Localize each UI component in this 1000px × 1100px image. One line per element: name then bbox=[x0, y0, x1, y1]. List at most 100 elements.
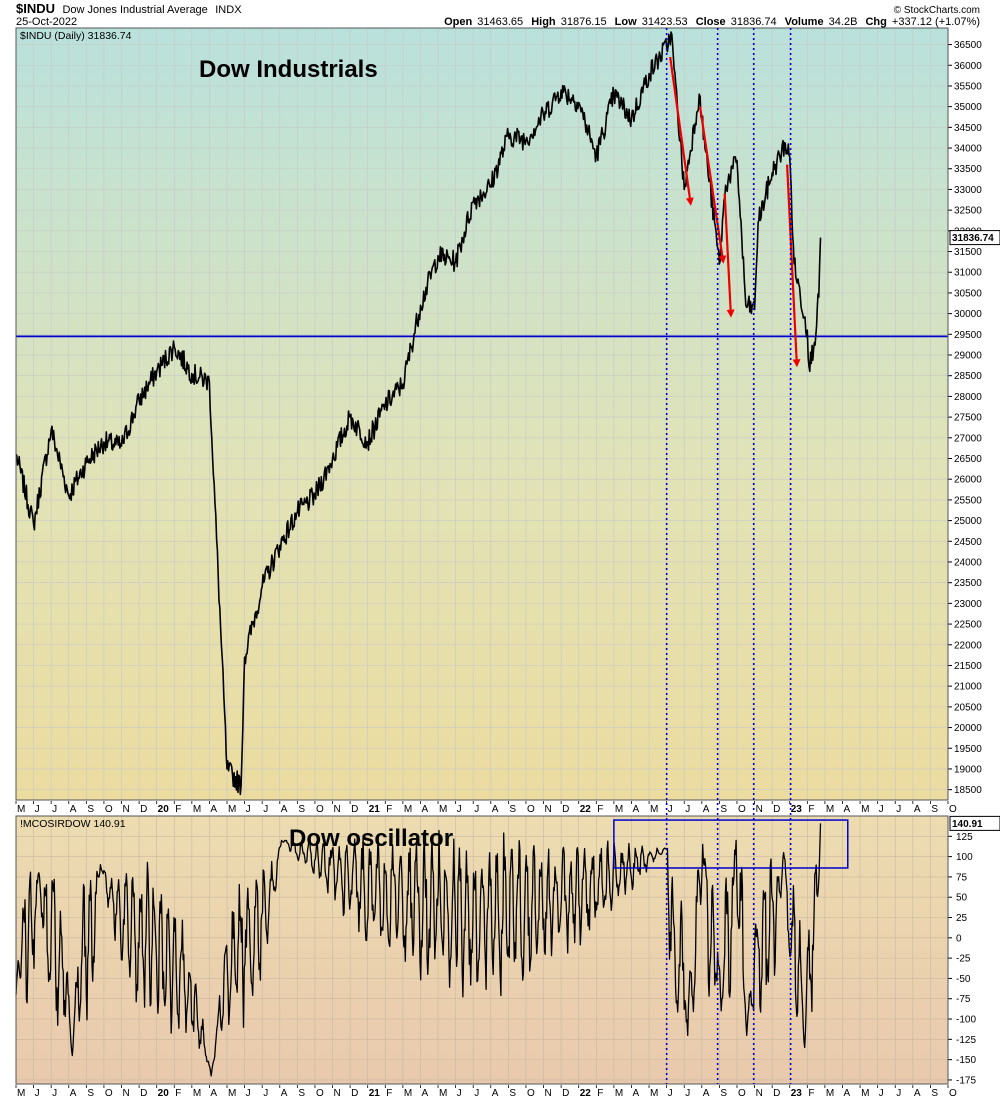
price-tick-label: 22000 bbox=[954, 640, 982, 651]
oscillator-annotation: Dow oscillator bbox=[289, 825, 453, 852]
oscillator-x-label: 20 bbox=[158, 1088, 170, 1099]
price-x-label: 22 bbox=[580, 804, 592, 815]
price-x-label: D bbox=[351, 804, 358, 815]
price-tick-label: 23000 bbox=[954, 599, 982, 610]
vertical-marker-lines bbox=[665, 28, 792, 1084]
price-annotation: Dow Industrials bbox=[199, 56, 378, 83]
price-tick-label: 23500 bbox=[954, 578, 982, 589]
price-legend: $INDU (Daily) 31836.74 bbox=[20, 30, 132, 42]
price-x-label: F bbox=[175, 804, 181, 815]
price-series-line bbox=[15, 31, 822, 796]
chart-header: $INDU Dow Jones Industrial Average INDX … bbox=[16, 0, 980, 28]
oscillator-x-label: N bbox=[123, 1088, 130, 1099]
oscillator-x-label: M bbox=[826, 1088, 834, 1099]
price-tick-label: 21500 bbox=[954, 661, 982, 672]
oscillator-x-label: D bbox=[562, 1088, 569, 1099]
price-tick-label: 19500 bbox=[954, 744, 982, 755]
ohlc-readout: Open 31463.65 High 31876.15 Low 31423.53… bbox=[444, 16, 980, 28]
price-tick-label: 27000 bbox=[954, 433, 982, 444]
oscillator-tick-label: -25 bbox=[956, 954, 971, 965]
price-tick-label: 28000 bbox=[954, 392, 982, 403]
index-name: Dow Jones Industrial Average bbox=[62, 4, 207, 16]
oscillator-x-label: J bbox=[474, 1088, 479, 1099]
oscillator-last-value-box: 140.91 bbox=[949, 815, 1000, 831]
price-panel-background bbox=[16, 28, 948, 800]
oscillator-x-label: J bbox=[246, 1088, 251, 1099]
price-x-label: M bbox=[826, 804, 834, 815]
price-x-label: M bbox=[17, 804, 25, 815]
oscillator-x-label: A bbox=[492, 1088, 499, 1099]
oscillator-x-label: M bbox=[650, 1088, 658, 1099]
oscillator-legend: !MCOSIRDOW 140.91 bbox=[20, 818, 126, 830]
svg-text:$INDU Dow Jones Industri: $INDU Dow Jones Industrial Average INDX bbox=[16, 0, 242, 17]
price-x-label: J bbox=[685, 804, 690, 815]
oscillator-y-axis: -175 -150 -125 -100 -75 -50 -25 0 25 50 75 100 125 bbox=[948, 832, 976, 1086]
price-x-label: A bbox=[632, 804, 639, 815]
oscillator-x-label: F bbox=[808, 1088, 814, 1099]
oscillator-x-label: M bbox=[17, 1088, 25, 1099]
oscillator-x-label: J bbox=[879, 1088, 884, 1099]
oscillator-x-label: O bbox=[316, 1088, 324, 1099]
oscillator-x-label: A bbox=[914, 1088, 921, 1099]
price-x-label: S bbox=[509, 804, 516, 815]
oscillator-x-label: F bbox=[175, 1088, 181, 1099]
oscillator-x-label: J bbox=[263, 1088, 268, 1099]
price-x-label: O bbox=[316, 804, 324, 815]
price-x-label: A bbox=[914, 804, 921, 815]
price-x-label: A bbox=[421, 804, 428, 815]
price-x-label: M bbox=[439, 804, 447, 815]
price-x-label: J bbox=[52, 804, 57, 815]
oscillator-x-strip bbox=[16, 1085, 948, 1099]
oscillator-tick-label: 25 bbox=[956, 913, 968, 924]
price-x-label: O bbox=[527, 804, 535, 815]
price-x-label: D bbox=[562, 804, 569, 815]
oscillator-highlight-box bbox=[613, 819, 849, 869]
price-x-label: S bbox=[931, 804, 938, 815]
price-x-label: F bbox=[386, 804, 392, 815]
price-tick-label: 32500 bbox=[954, 206, 982, 217]
oscillator-x-label: O bbox=[105, 1088, 113, 1099]
price-tick-label: 26000 bbox=[954, 475, 982, 486]
price-tick-label: 24000 bbox=[954, 557, 982, 568]
price-x-label: A bbox=[843, 804, 850, 815]
price-x-label: A bbox=[492, 804, 499, 815]
price-tick-label: 25500 bbox=[954, 495, 982, 506]
price-x-label: O bbox=[949, 804, 957, 815]
price-panel: 18500 19000 19500 20000 20500 21000 21500 22000… bbox=[15, 27, 1000, 801]
price-x-label: A bbox=[281, 804, 288, 815]
oscillator-tick-label: -175 bbox=[956, 1075, 976, 1086]
price-last-value: 31836.74 bbox=[952, 233, 994, 244]
price-tick-label: 29500 bbox=[954, 330, 982, 341]
price-x-label: N bbox=[756, 804, 763, 815]
price-x-label: O bbox=[738, 804, 746, 815]
oscillator-x-label: 23 bbox=[791, 1088, 803, 1099]
price-tick-label: 33000 bbox=[954, 185, 982, 196]
oscillator-x-label: A bbox=[281, 1088, 288, 1099]
oscillator-x-label: D bbox=[773, 1088, 780, 1099]
oscillator-tick-label: 100 bbox=[956, 852, 973, 863]
price-tick-label: 25000 bbox=[954, 516, 982, 527]
oscillator-x-label: M bbox=[193, 1088, 201, 1099]
price-x-label: M bbox=[404, 804, 412, 815]
decline-arrow bbox=[669, 56, 694, 206]
price-tick-label: 35000 bbox=[954, 102, 982, 113]
oscillator-x-label: J bbox=[896, 1088, 901, 1099]
oscillator-x-label: A bbox=[843, 1088, 850, 1099]
price-tick-label: 29000 bbox=[954, 351, 982, 362]
oscillator-x-label: J bbox=[685, 1088, 690, 1099]
oscillator-x-label: N bbox=[756, 1088, 763, 1099]
price-x-label: F bbox=[808, 804, 814, 815]
oscillator-tick-label: -150 bbox=[956, 1055, 976, 1066]
price-tick-label: 33500 bbox=[954, 164, 982, 175]
price-x-label: J bbox=[263, 804, 268, 815]
oscillator-x-label: A bbox=[210, 1088, 217, 1099]
oscillator-x-label: D bbox=[140, 1088, 147, 1099]
price-y-axis: 18500 19000 19500 20000 20500 21000 21500 22000… bbox=[948, 40, 982, 796]
exchange: INDX bbox=[215, 4, 242, 16]
oscillator-panel: -175 -150 -125 -100 -75 -50 -25 0 25 50 75 100 125 !… bbox=[15, 815, 1000, 1086]
chart-date: 25-Oct-2022 bbox=[16, 16, 77, 28]
oscillator-x-label: F bbox=[597, 1088, 603, 1099]
price-tick-label: 22500 bbox=[954, 620, 982, 631]
price-tick-label: 36000 bbox=[954, 61, 982, 72]
price-x-label: N bbox=[123, 804, 130, 815]
